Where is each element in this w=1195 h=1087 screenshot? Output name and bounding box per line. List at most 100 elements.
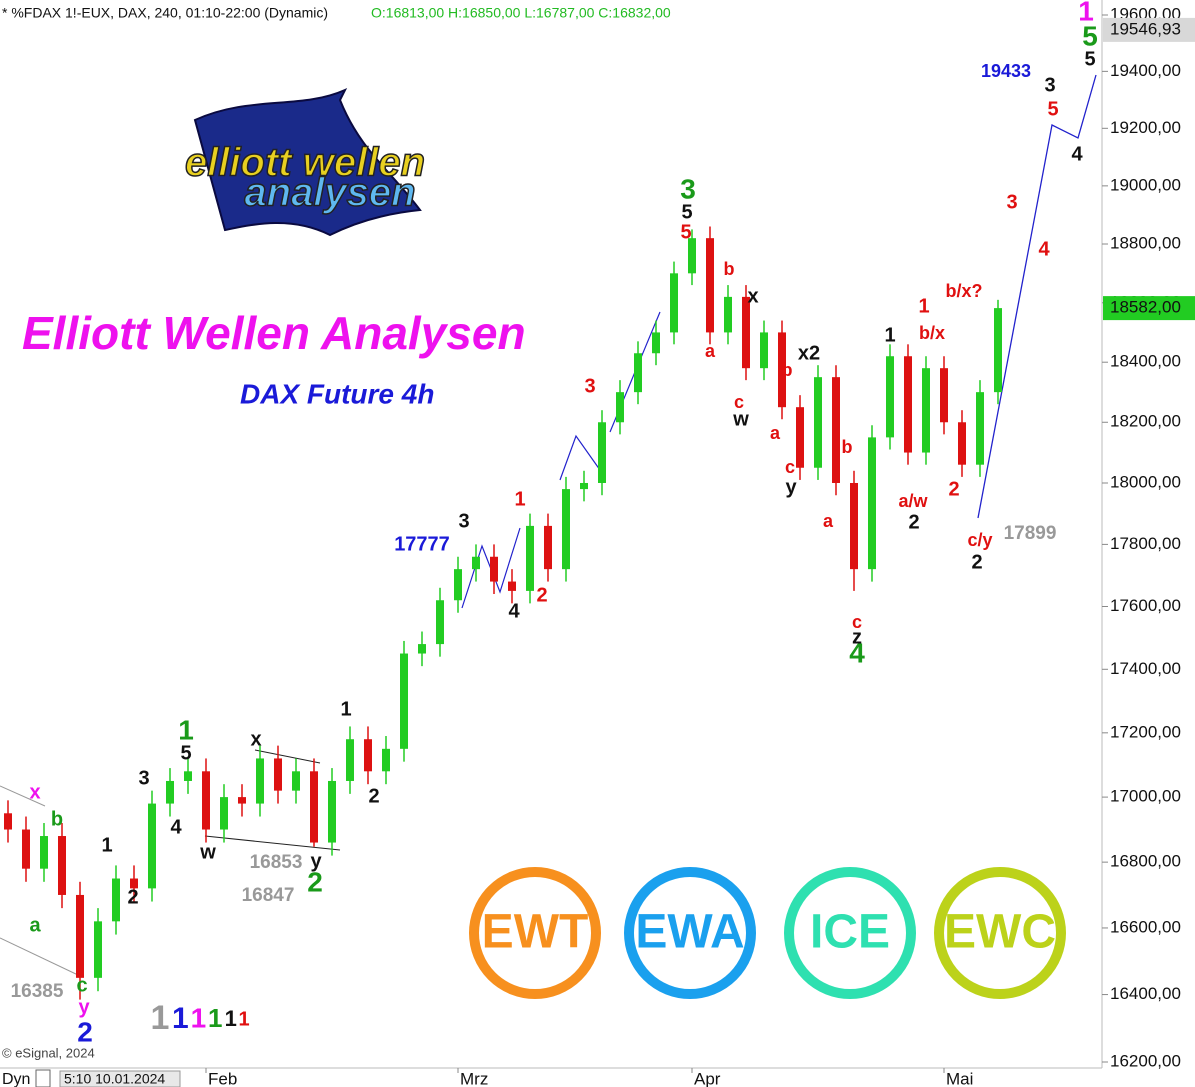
candle-body (616, 392, 624, 423)
wave-label: b (842, 437, 853, 457)
candle-body (58, 836, 66, 895)
wave-label: a (823, 511, 834, 531)
candle-body (832, 377, 840, 483)
wave-label: y (78, 996, 90, 1018)
candle-body (400, 653, 408, 749)
wave-label: 4 (1038, 238, 1050, 260)
wave-label: 2 (307, 866, 323, 897)
projection-line (977, 74, 1097, 519)
wave-label: 2 (908, 511, 919, 533)
candle-body (598, 422, 606, 483)
wave-label: 2 (948, 478, 959, 500)
candle-body (796, 407, 804, 468)
y-tick-label: 19000,00 (1110, 175, 1181, 194)
wave-label: 3 (138, 767, 149, 789)
degree-legend-item: 1 (151, 999, 170, 1037)
y-tick-label: 17000,00 (1110, 787, 1181, 806)
candle-body (526, 525, 534, 591)
candle-body (580, 482, 588, 490)
wave-label: y (785, 476, 797, 498)
candle-body (4, 813, 12, 830)
candle-body (742, 296, 750, 369)
candle-body (112, 878, 120, 922)
logo: elliott wellen analysen (184, 87, 426, 237)
wave-label: 17899 (1004, 523, 1057, 544)
price-marker-box (1103, 296, 1195, 321)
chart-subtitle: DAX Future 4h (240, 378, 434, 409)
y-tick-label: 17800,00 (1110, 534, 1181, 553)
wave-label: c/y (967, 530, 992, 550)
candle-body (454, 569, 462, 601)
y-tick-label: 18000,00 (1110, 472, 1181, 491)
logo-line2: analysen (244, 171, 415, 215)
wave-label: 1 (884, 324, 895, 346)
degree-legend-item: 1 (238, 1008, 249, 1030)
candle-body (40, 836, 48, 869)
start-date: 5:10 10.01.2024 (64, 1071, 165, 1087)
lock-icon (35, 1069, 51, 1087)
y-tick-label: 18800,00 (1110, 233, 1181, 252)
y-tick-label: 16200,00 (1110, 1051, 1181, 1070)
badge-ring (784, 867, 916, 999)
candle-body (706, 238, 714, 333)
candle-body (166, 780, 174, 804)
wave-label: b (51, 808, 63, 830)
wave-label: x (250, 728, 261, 750)
wave-label: 3 (1044, 74, 1055, 96)
candle-body (562, 489, 570, 570)
badge-label: ICE (810, 906, 890, 959)
wave-label: 2 (971, 551, 982, 573)
wave-label: z (852, 626, 862, 648)
wave-label: w (732, 408, 749, 430)
date-box (59, 1070, 181, 1087)
badge-ring (934, 867, 1066, 999)
trend-line (204, 835, 341, 851)
candle-body (256, 758, 264, 804)
session-label: Dyn (2, 1071, 30, 1087)
candle-body (724, 296, 732, 333)
badge-ring (624, 867, 756, 999)
candle-body (814, 377, 822, 468)
trend-line (254, 749, 321, 764)
badge-ring (469, 867, 601, 999)
wave-label: 1 (178, 714, 194, 745)
wave-label: x (747, 285, 758, 307)
candle-body (292, 771, 300, 791)
wave-label: 3 (680, 173, 696, 204)
wave-label: 2 (127, 886, 138, 908)
candle-body (958, 422, 966, 465)
candle-body (202, 771, 210, 830)
candle-body (940, 368, 948, 423)
wave-label: b (724, 259, 735, 279)
wave-label: 1 (514, 488, 525, 510)
x-tick-label: Mai (946, 1069, 973, 1087)
candle-body (274, 758, 282, 791)
candle-body (94, 921, 102, 978)
degree-legend-item: 1 (191, 1002, 207, 1033)
wave-label: 2 (536, 584, 547, 606)
copyright: © eSignal, 2024 (2, 1045, 95, 1060)
candle-body (436, 600, 444, 645)
wave-label: c (852, 612, 862, 632)
chart-header: * %FDAX 1!-EUX, DAX, 240, 01:10-22:00 (D… (2, 5, 328, 21)
candle-body (778, 332, 786, 408)
y-tick-label: 19400,00 (1110, 61, 1181, 80)
candle-body (688, 238, 696, 274)
candle-body (976, 392, 984, 465)
wave-label: 4 (170, 816, 182, 838)
candle-body (184, 771, 192, 781)
candle-body (328, 780, 336, 843)
wave-label: b (782, 360, 793, 380)
wave-label: b/x (919, 323, 945, 343)
candle-body (220, 797, 228, 830)
trend-line (0, 937, 79, 976)
y-tick-label: 16800,00 (1110, 852, 1181, 871)
wave-label: 4 (508, 600, 520, 622)
wave-label: 2 (77, 1016, 93, 1047)
y-tick-label: 18200,00 (1110, 412, 1181, 431)
wave-label: 5 (180, 742, 191, 764)
wave-label: a (29, 914, 41, 936)
candle-body (922, 368, 930, 453)
wave-label: c (785, 457, 795, 477)
candle-body (490, 556, 498, 582)
